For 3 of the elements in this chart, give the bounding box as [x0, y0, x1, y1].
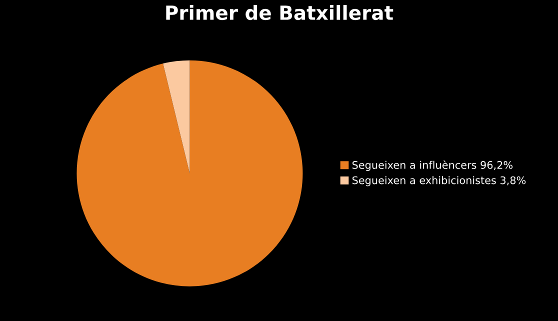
legend-label: Segueixen a exhibicionistes 3,8% [352, 176, 526, 186]
chart-title: Primer de Batxillerat [166, 5, 394, 20]
legend-label: Segueixen a influèncers 96,2% [352, 160, 513, 171]
